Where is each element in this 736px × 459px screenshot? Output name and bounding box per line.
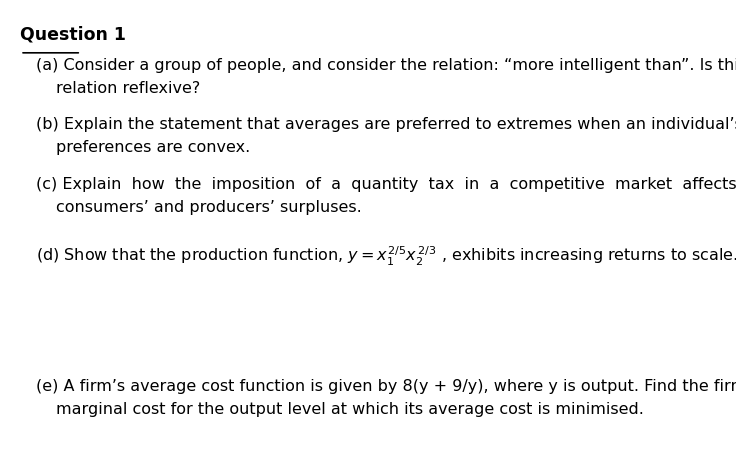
- Text: (a) Consider a group of people, and consider the relation: “more intelligent tha: (a) Consider a group of people, and cons…: [36, 57, 736, 73]
- Text: Question 1: Question 1: [20, 25, 126, 43]
- Text: relation reflexive?: relation reflexive?: [56, 80, 200, 95]
- Text: (e) A firm’s average cost function is given by 8(y + 9/y), where y is output. Fi: (e) A firm’s average cost function is gi…: [36, 379, 736, 394]
- Text: marginal cost for the output level at which its average cost is minimised.: marginal cost for the output level at wh…: [56, 402, 643, 417]
- Text: (b) Explain the statement that averages are preferred to extremes when an indivi: (b) Explain the statement that averages …: [36, 117, 736, 132]
- Text: (d) Show that the production function, $y = x_1^{2/5}x_2^{\,2/3}$ , exhibits inc: (d) Show that the production function, $…: [36, 244, 736, 268]
- Text: consumers’ and producers’ surpluses.: consumers’ and producers’ surpluses.: [56, 200, 361, 215]
- Text: (c) Explain  how  the  imposition  of  a  quantity  tax  in  a  competitive  mar: (c) Explain how the imposition of a quan…: [36, 177, 736, 192]
- Text: preferences are convex.: preferences are convex.: [56, 140, 250, 155]
